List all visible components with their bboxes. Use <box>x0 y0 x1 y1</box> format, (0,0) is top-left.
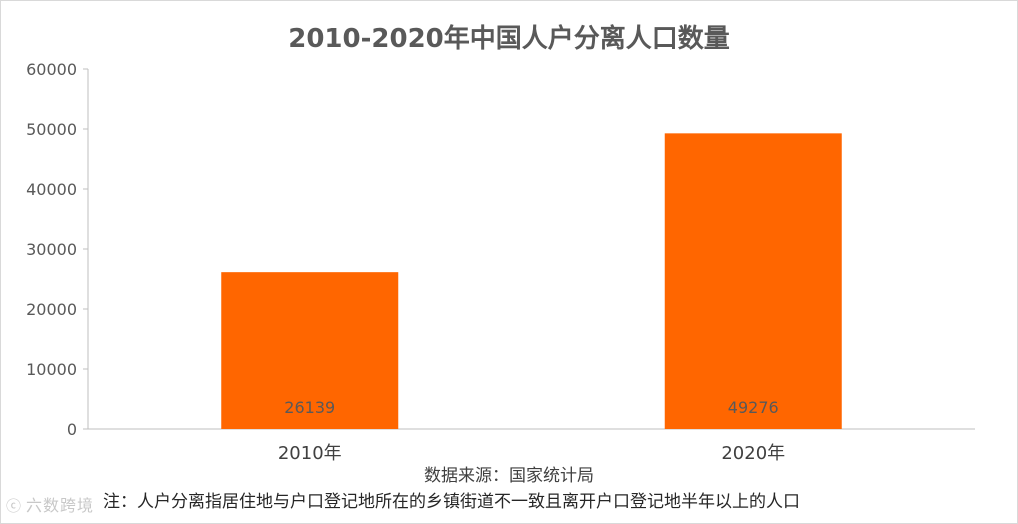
y-tick-label: 10000 <box>26 360 77 379</box>
footnote: 注：人户分离指居住地与户口登记地所在的乡镇街道不一致且离开户口登记地半年以上的人… <box>103 492 800 512</box>
y-tick-label: 60000 <box>26 60 77 79</box>
watermark: ⓒ 六数跨境 <box>6 492 94 516</box>
data-source: 数据来源：国家统计局 <box>424 466 594 486</box>
y-tick-label: 30000 <box>26 240 77 259</box>
y-tick-label: 50000 <box>26 120 77 139</box>
y-tick-label: 40000 <box>26 180 77 199</box>
bar-data-label: 26139 <box>284 398 335 417</box>
bar <box>664 133 842 429</box>
six-logo-icon: ⓒ <box>6 497 23 515</box>
x-tick-label: 2010年 <box>278 443 342 464</box>
bar <box>221 272 399 429</box>
y-tick-label: 0 <box>67 420 77 439</box>
x-tick-label: 2020年 <box>721 443 785 464</box>
chart-title: 2010-2020年中国人户分离人口数量 <box>288 24 730 54</box>
bar-data-label: 49276 <box>728 398 779 417</box>
y-tick-label: 20000 <box>26 300 77 319</box>
watermark-text: 六数跨境 <box>26 496 95 515</box>
